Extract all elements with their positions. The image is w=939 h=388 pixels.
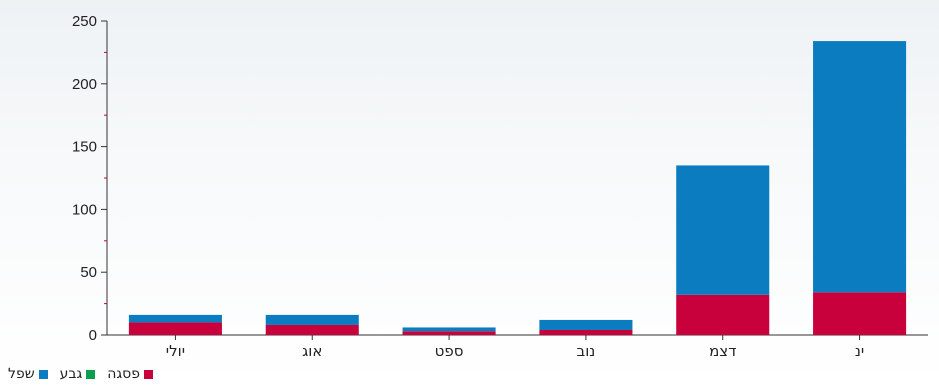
legend-item-peak[interactable]: פסגה xyxy=(107,366,154,382)
chart-bars xyxy=(128,41,907,335)
x-category-label: יולי xyxy=(166,342,185,360)
legend-item-low[interactable]: שפל xyxy=(8,366,48,382)
x-category-label: דצמ xyxy=(709,342,736,360)
bar-segment[interactable] xyxy=(813,41,907,293)
x-category-label: אוג xyxy=(302,342,322,360)
legend-swatch-low xyxy=(38,369,48,379)
chart-legend: פסגה גבע שפל xyxy=(8,366,154,382)
x-category-label: ספט xyxy=(435,342,464,360)
bar-segment[interactable] xyxy=(402,331,496,335)
bar-segment[interactable] xyxy=(128,322,222,335)
bar-segment[interactable] xyxy=(402,327,496,332)
y-tick-label: 0 xyxy=(89,327,97,344)
bar-segment[interactable] xyxy=(539,319,633,330)
legend-swatch-peak xyxy=(144,369,154,379)
chart-axes xyxy=(101,20,928,340)
bar-segment[interactable] xyxy=(265,324,359,335)
y-tick-label: 150 xyxy=(72,139,97,156)
bar-segment[interactable] xyxy=(265,314,359,325)
chart-labels: 0 50 100 150 200 250 יולי אוג ספט נוב דצמ ינ xyxy=(72,13,864,360)
legend-swatch-shoulder xyxy=(86,369,96,379)
bar-segment[interactable] xyxy=(813,292,907,335)
x-category-label: נוב xyxy=(577,342,596,360)
y-tick-label: 250 xyxy=(72,13,97,30)
bar-segment[interactable] xyxy=(539,329,633,335)
x-category-label: ינ xyxy=(855,342,864,360)
bar-segment[interactable] xyxy=(676,165,770,295)
y-tick-label: 100 xyxy=(72,201,97,218)
legend-label-low: שפל xyxy=(8,366,35,382)
bar-segment[interactable] xyxy=(676,294,770,335)
y-tick-label: 200 xyxy=(72,76,97,93)
y-tick-label: 50 xyxy=(80,264,97,281)
legend-label-shoulder: גבע xyxy=(59,366,83,382)
legend-item-shoulder[interactable]: גבע xyxy=(60,366,96,382)
bar-segment[interactable] xyxy=(128,314,222,323)
legend-label-peak: פסגה xyxy=(107,366,141,382)
